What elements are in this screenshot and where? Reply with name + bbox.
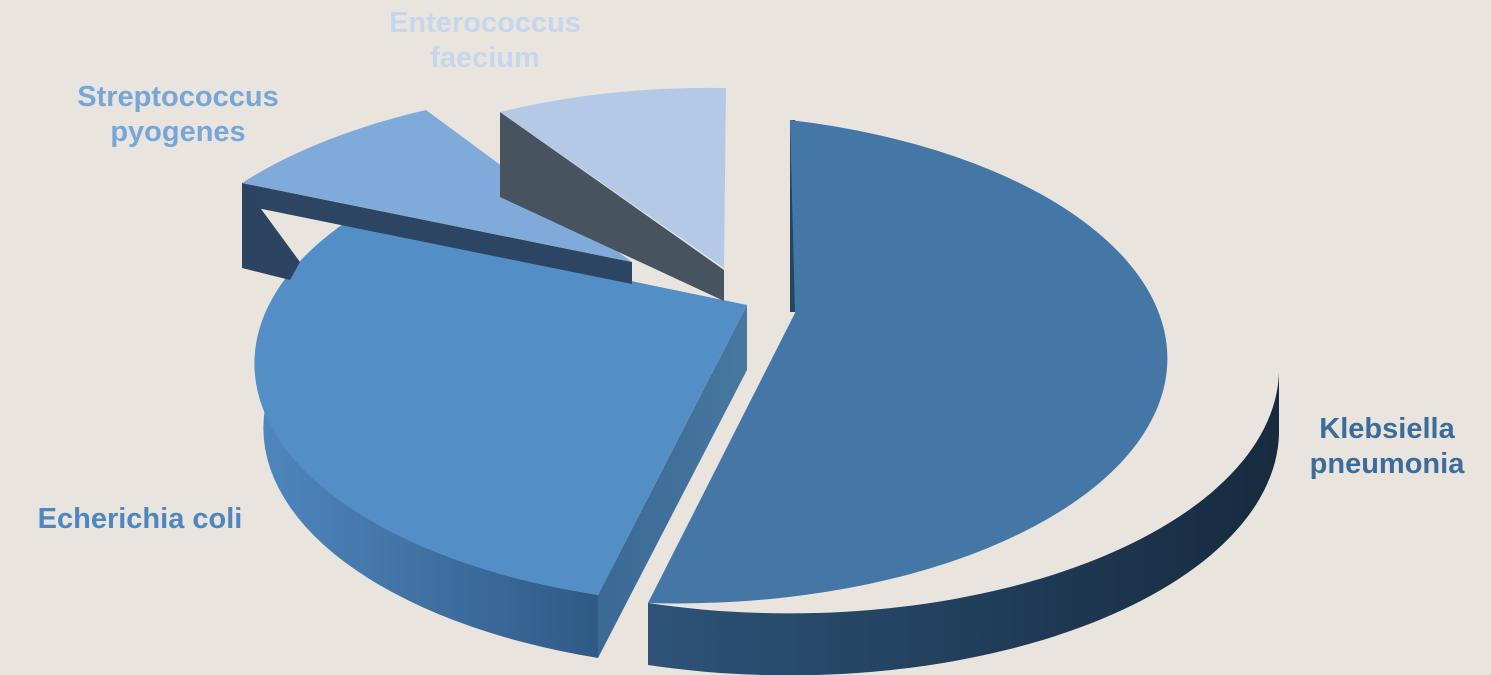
label-klebsiella: Klebsiella pneumonia [1309, 413, 1465, 480]
slice-echerichia-cut [598, 305, 747, 658]
slice-streptococcus [242, 110, 632, 284]
label-enterococcus: Enterococcus faecium [389, 7, 581, 74]
slice-streptococcus-side [242, 183, 632, 284]
slice-streptococcus-side-front [242, 183, 300, 280]
slice-enterococcus-top [500, 87, 726, 268]
slice-streptococcus-top [242, 110, 632, 262]
slice-enterococcus-cut [500, 112, 724, 301]
slice-klebsiella-side [648, 372, 1279, 675]
label-echerichia: Echerichia coli [37, 503, 243, 535]
label-streptococcus: Streptococcus pyogenes [77, 81, 279, 148]
slice-echerichia-side [263, 345, 598, 658]
slice-klebsiella-top [648, 120, 1168, 604]
slice-klebsiella [648, 120, 1279, 675]
slice-enterococcus [500, 87, 726, 301]
slice-echerichia [254, 222, 747, 658]
slice-echerichia-top [254, 222, 747, 595]
